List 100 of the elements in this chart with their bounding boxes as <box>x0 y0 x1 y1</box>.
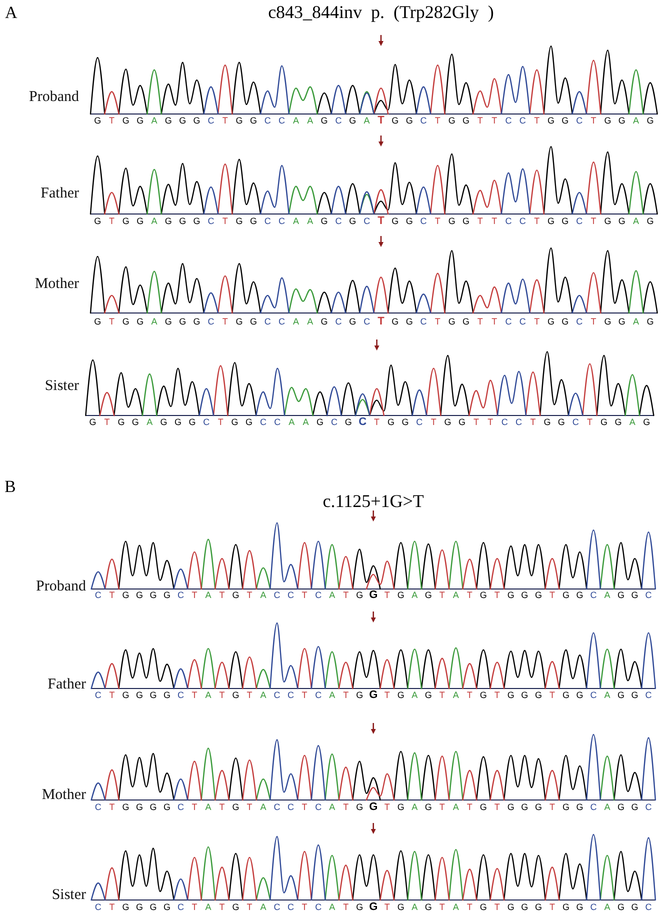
x-tick-label: G <box>507 590 514 600</box>
x-tick-label: G <box>521 690 528 700</box>
x-tick-label: G <box>604 216 612 226</box>
x-tick-label: T <box>378 215 385 227</box>
x-tick-label: T <box>246 902 253 912</box>
x-tick-label: C <box>505 116 512 126</box>
x-tick-label: G <box>424 590 432 600</box>
x-tick-label: C <box>260 417 267 427</box>
x-tick-label: G <box>558 417 565 427</box>
x-tick-label: C <box>335 316 342 326</box>
x-tick-label: G <box>646 316 654 326</box>
x-tick-label: A <box>633 216 640 226</box>
x-tick-label: A <box>292 216 299 226</box>
x-tick-label: T <box>477 116 484 126</box>
x-tick-label: T <box>530 417 536 427</box>
x-tick-label: G <box>617 590 625 600</box>
x-tick-label: C <box>94 802 102 812</box>
x-tick-label: G <box>236 316 243 326</box>
x-tick-label: T <box>466 902 473 912</box>
x-tick-label: C <box>590 590 598 600</box>
x-tick-label: T <box>477 316 484 326</box>
x-tick-label: T <box>104 417 110 427</box>
y-axis-title: Mother <box>42 787 86 803</box>
x-tick-label: G <box>576 590 584 600</box>
x-tick-label: A <box>452 902 459 912</box>
x-tick-label: G <box>245 417 253 427</box>
x-tick-label: C <box>177 902 184 912</box>
x-tick-label: G <box>179 116 186 126</box>
x-tick-label: T <box>466 590 473 600</box>
x-tick-label: C <box>416 417 424 427</box>
x-tick-label: A <box>205 902 212 912</box>
x-tick-label: T <box>219 590 226 600</box>
x-tick-label: C <box>315 802 322 812</box>
x-tick-label: T <box>488 417 494 427</box>
x-tick-label: T <box>222 116 228 126</box>
x-tick-label: T <box>302 690 308 700</box>
x-tick-label: T <box>343 902 350 912</box>
y-axis-title: Father <box>40 186 79 202</box>
x-tick-label: G <box>250 216 257 226</box>
x-tick-label: G <box>424 802 432 812</box>
x-tick-label: G <box>349 316 356 326</box>
x-tick-label: G <box>369 689 378 701</box>
x-tick-label: G <box>534 902 542 912</box>
x-tick-label: C <box>278 116 286 126</box>
x-tick-label: G <box>576 690 584 700</box>
x-tick-label: T <box>590 116 597 126</box>
x-tick-label: G <box>614 417 622 427</box>
x-tick-label: A <box>151 216 158 226</box>
x-tick-label: T <box>192 590 198 600</box>
x-tick-label: G <box>397 802 404 812</box>
x-tick-label: G <box>136 802 143 812</box>
x-tick-label: G <box>236 116 243 126</box>
x-tick-label: C <box>505 216 512 226</box>
x-tick-label: C <box>576 116 584 126</box>
x-tick-label: G <box>397 690 404 700</box>
x-tick-label: G <box>406 216 413 226</box>
x-tick-label: G <box>122 902 130 912</box>
x-tick-label: A <box>205 590 212 600</box>
x-tick-label: G <box>132 417 139 427</box>
x-tick-label: T <box>492 116 498 126</box>
x-tick-label: T <box>109 116 116 126</box>
x-tick-label: G <box>163 902 170 912</box>
x-tick-label: T <box>434 316 441 326</box>
x-tick-label: T <box>109 590 116 600</box>
x-tick-label: A <box>151 116 158 126</box>
x-tick-label: G <box>402 417 409 427</box>
y-axis-title: Father <box>48 676 86 692</box>
x-tick-label: C <box>516 417 523 427</box>
text: A <box>5 3 18 22</box>
x-tick-label: C <box>645 690 652 700</box>
x-tick-label: G <box>424 902 432 912</box>
x-tick-label: G <box>562 902 570 912</box>
x-tick-label: G <box>164 116 172 126</box>
x-tick-label: C <box>208 116 215 126</box>
x-tick-label: C <box>358 416 367 428</box>
x-tick-label: C <box>288 902 295 912</box>
y-axis-title: Sister <box>44 378 79 394</box>
x-tick-label: C <box>315 690 322 700</box>
x-tick-label: G <box>604 116 612 126</box>
x-tick-label: C <box>420 316 428 326</box>
x-tick-label: C <box>576 316 584 326</box>
x-tick-label: C <box>364 316 371 326</box>
x-tick-label: G <box>320 316 328 326</box>
x-tick-label: C <box>645 590 652 600</box>
x-tick-label: G <box>480 590 487 600</box>
x-tick-label: A <box>452 802 459 812</box>
x-tick-label: C <box>572 417 580 427</box>
x-tick-label: T <box>109 316 116 326</box>
x-tick-label: A <box>307 216 314 226</box>
x-tick-label: C <box>274 690 281 700</box>
x-tick-label: G <box>356 902 364 912</box>
x-tick-label: G <box>136 216 144 226</box>
x-tick-label: T <box>192 690 198 700</box>
x-tick-label: G <box>548 316 555 326</box>
x-tick-label: C <box>203 417 210 427</box>
x-tick-label: G <box>136 902 143 912</box>
x-tick-label: T <box>343 802 350 812</box>
x-tick-label: T <box>109 902 116 912</box>
x-tick-label: C <box>335 116 342 126</box>
x-tick-label: G <box>480 802 487 812</box>
